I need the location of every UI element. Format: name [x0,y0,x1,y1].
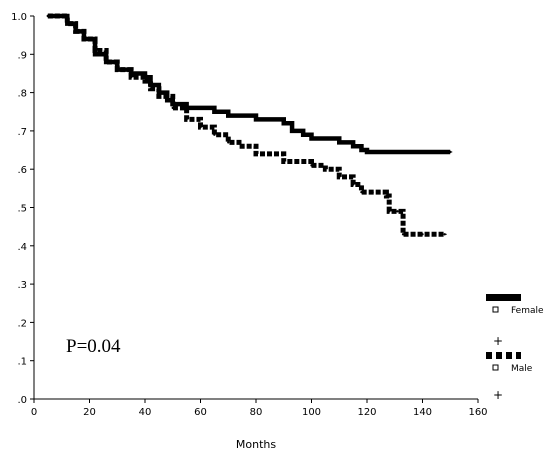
legend-male-label: Male [511,364,533,374]
series-female-point [282,122,285,125]
legend-male-swatch [486,352,521,359]
series-female-point [254,118,258,121]
series-female-point [421,150,424,154]
series-male-point [46,14,50,18]
series-male-point [213,133,216,136]
x-tick-label: 0 [31,407,37,418]
series-female-point [227,114,230,117]
series-male-point [443,233,446,236]
series-male-point [338,175,341,179]
legend-male-censor-icon: + [493,388,503,402]
series-male-point [143,79,147,83]
series-male-point [74,30,77,33]
series-female-point [351,145,355,148]
grid-and-axes [30,15,479,403]
series-male-point [227,141,230,144]
x-tick-label: 160 [468,407,487,418]
series-male-point [66,22,69,25]
series-male-point [360,190,363,194]
series-female-point [365,150,369,154]
legend: Female + Male + [486,294,544,402]
series-female-point [93,53,97,56]
series-layer [46,13,453,237]
series-female-point [360,148,363,152]
x-axis-title: Months [236,438,276,451]
series-female-point [240,114,244,117]
series-male-point [371,190,374,194]
p-value-annotation: P=0.04 [66,336,121,357]
series-male-point [310,164,313,167]
series-male-point [351,183,355,186]
legend-female-label: Female [511,306,544,316]
series-female-point [393,150,396,154]
x-tick-label: 20 [83,407,96,418]
x-tick-label: 120 [357,407,376,418]
series-male-point [396,210,399,213]
series-female-point [449,150,452,154]
series-male-point [254,152,258,156]
x-tick-label: 100 [302,407,321,418]
series-female-curve [47,13,451,155]
x-tick-label: 40 [139,407,152,418]
series-male-point [93,49,97,52]
y-tick-label: .7 [17,127,27,138]
x-tick-labels: 0 20 40 60 80 100 120 140 160 [31,407,488,418]
series-female-point [310,137,313,140]
series-male-point [60,14,63,18]
x-tick-label: 80 [250,407,263,418]
series-male-point [116,68,119,71]
series-male-point [129,76,133,79]
series-male-point [157,95,161,98]
series-female-point [157,91,161,94]
series-male-point [385,194,388,198]
series-male-point [171,106,174,110]
series-female-point [166,99,169,102]
series-male-point [388,210,391,213]
legend-male-marker-icon [492,364,499,371]
series-female-point [290,129,294,133]
series-male-point [82,37,86,41]
y-tick-label: .8 [17,89,27,100]
y-tick-label: .6 [17,165,27,176]
y-tick-label: .9 [17,50,27,61]
series-female-point [338,141,341,144]
y-tick-label: .1 [17,357,27,368]
y-tick-label: .2 [17,318,27,329]
series-male-point [149,87,152,90]
series-female-point [199,106,202,110]
series-male-point [185,118,188,121]
series-male-point [401,233,405,236]
y-tick-label: .0 [17,395,27,406]
series-female-point [301,133,305,136]
series-male-point [104,60,108,64]
series-male-point [421,233,424,236]
y-tick-labels: .0 .1 .2 .3 .4 .5 .6 .7 .8 .9 1.0 [11,12,27,406]
y-tick-label: 1.0 [11,12,27,23]
series-male-point [324,168,327,171]
x-tick-label: 60 [194,407,207,418]
y-tick-label: .5 [17,204,27,215]
y-tick-label: .3 [17,280,27,291]
legend-female-marker-icon [492,306,499,313]
series-male-point [282,160,285,163]
legend-female-censor-icon: + [493,334,503,348]
legend-female-swatch [486,294,521,301]
y-tick-label: .4 [17,242,27,253]
series-male-point [240,145,244,148]
series-female-point [213,110,216,113]
series-male-curve [47,13,445,237]
x-tick-label: 140 [413,407,432,418]
series-male-point [199,125,202,129]
